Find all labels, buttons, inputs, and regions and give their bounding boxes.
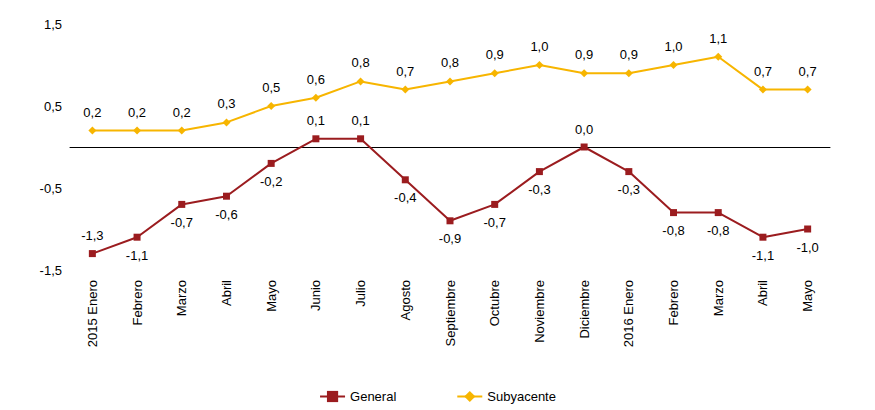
svg-text:0,9: 0,9: [575, 47, 593, 62]
svg-text:Subyacente: Subyacente: [487, 389, 556, 404]
svg-text:-0,9: -0,9: [439, 231, 461, 246]
svg-text:1,0: 1,0: [530, 39, 548, 54]
svg-text:-1,0: -1,0: [796, 240, 818, 255]
svg-text:-0,8: -0,8: [707, 223, 729, 238]
svg-text:0,7: 0,7: [754, 64, 772, 79]
svg-text:0,0: 0,0: [575, 122, 593, 137]
svg-text:0,2: 0,2: [128, 105, 146, 120]
svg-text:2015 Enero: 2015 Enero: [85, 280, 100, 347]
svg-text:0,7: 0,7: [799, 64, 817, 79]
svg-text:1,1: 1,1: [709, 31, 727, 46]
svg-text:Marzo: Marzo: [711, 280, 726, 316]
svg-text:Abril: Abril: [219, 280, 234, 306]
svg-text:-0,7: -0,7: [484, 215, 506, 230]
svg-text:Marzo: Marzo: [174, 280, 189, 316]
svg-text:0,1: 0,1: [307, 113, 325, 128]
svg-text:-0,8: -0,8: [662, 223, 684, 238]
svg-text:0,2: 0,2: [173, 105, 191, 120]
svg-text:Diciembre: Diciembre: [577, 280, 592, 339]
svg-text:0,1: 0,1: [352, 113, 370, 128]
svg-text:0,5: 0,5: [262, 80, 280, 95]
svg-text:-1,1: -1,1: [126, 248, 148, 263]
svg-text:-0,7: -0,7: [171, 215, 193, 230]
svg-text:-1,5: -1,5: [40, 263, 62, 278]
svg-text:0,8: 0,8: [441, 55, 459, 70]
svg-text:-1,1: -1,1: [752, 248, 774, 263]
svg-text:Octubre: Octubre: [487, 280, 502, 326]
svg-text:1,0: 1,0: [664, 39, 682, 54]
svg-text:1,5: 1,5: [44, 17, 62, 32]
svg-text:Junio: Junio: [308, 280, 323, 311]
svg-text:Febrero: Febrero: [130, 280, 145, 326]
svg-text:-1,3: -1,3: [81, 228, 103, 243]
svg-text:0,5: 0,5: [44, 99, 62, 114]
svg-text:Mayo: Mayo: [264, 280, 279, 312]
svg-text:0,2: 0,2: [83, 105, 101, 120]
svg-text:0,9: 0,9: [486, 47, 504, 62]
svg-text:0,3: 0,3: [217, 96, 235, 111]
svg-text:Noviembre: Noviembre: [532, 280, 547, 343]
svg-text:Mayo: Mayo: [800, 280, 815, 312]
svg-text:General: General: [350, 389, 396, 404]
svg-text:-0,4: -0,4: [394, 190, 416, 205]
svg-text:-0,2: -0,2: [260, 174, 282, 189]
svg-text:Abril: Abril: [755, 280, 770, 306]
svg-text:0,7: 0,7: [396, 64, 414, 79]
svg-text:0,9: 0,9: [620, 47, 638, 62]
svg-text:0,6: 0,6: [307, 72, 325, 87]
svg-text:-0,3: -0,3: [618, 182, 640, 197]
svg-text:Febrero: Febrero: [666, 280, 681, 326]
svg-text:Agosto: Agosto: [398, 280, 413, 320]
svg-text:-0,5: -0,5: [40, 181, 62, 196]
svg-text:Septiembre: Septiembre: [443, 280, 458, 346]
svg-text:0,8: 0,8: [352, 55, 370, 70]
svg-text:-0,6: -0,6: [215, 207, 237, 222]
svg-text:-0,3: -0,3: [528, 182, 550, 197]
svg-text:Julio: Julio: [353, 280, 368, 307]
svg-text:2016 Enero: 2016 Enero: [621, 280, 636, 347]
